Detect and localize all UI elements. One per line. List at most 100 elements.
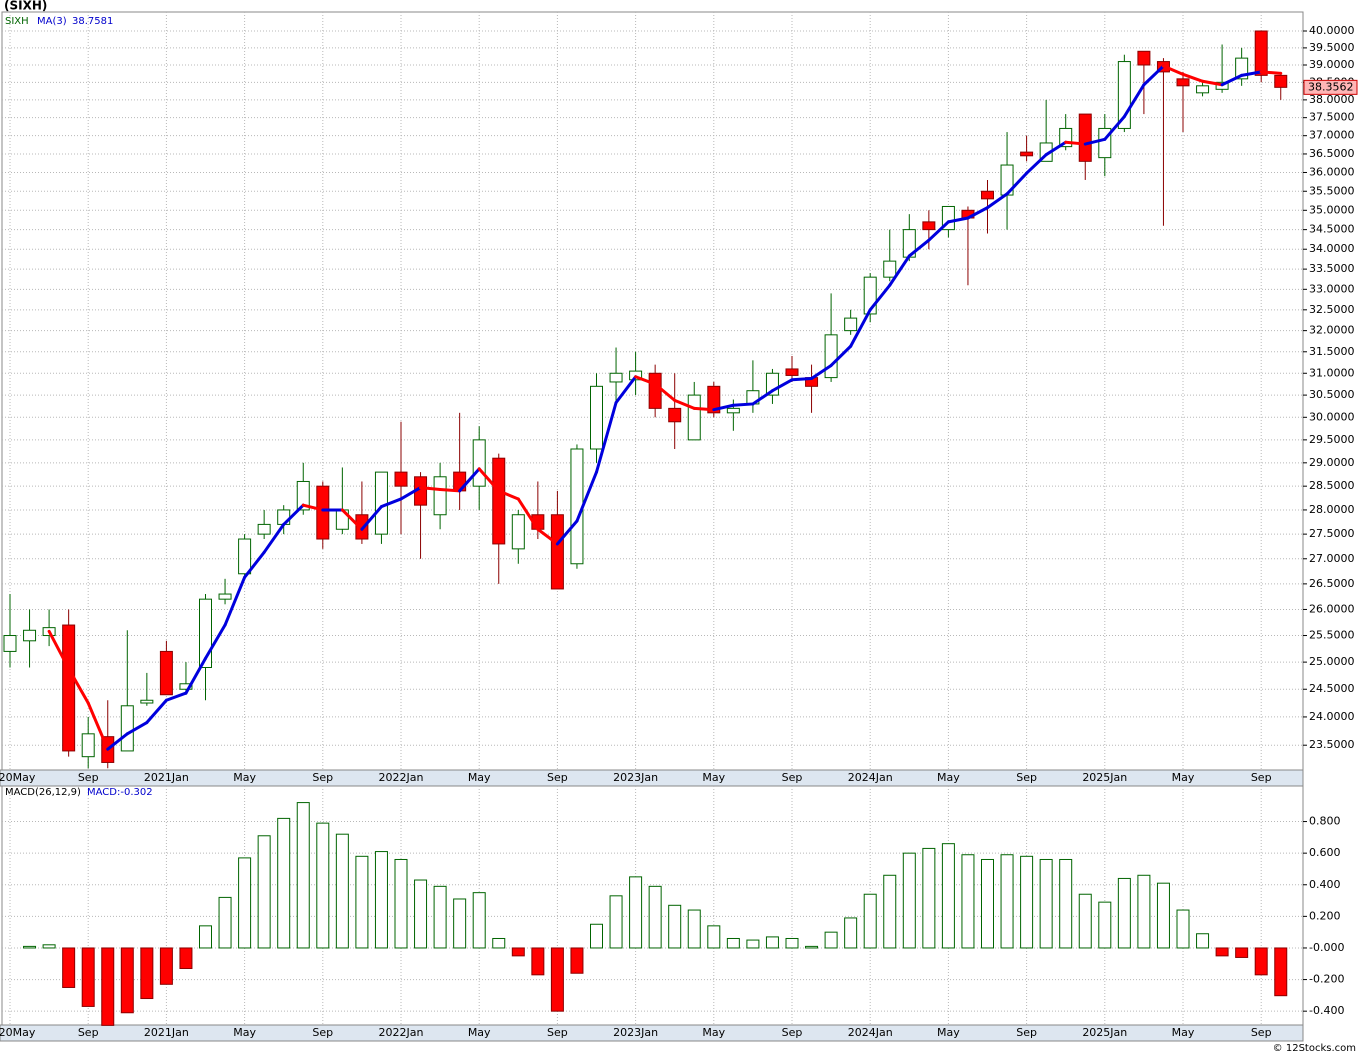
candle-body bbox=[23, 629, 37, 642]
x-tick-label: Sep bbox=[547, 1026, 568, 1039]
ma-segment bbox=[164, 691, 188, 702]
macd-bar bbox=[1235, 947, 1249, 958]
x-tick-label: 2025Jan bbox=[1082, 1026, 1127, 1039]
candle-body bbox=[3, 635, 17, 652]
y-tick-label: 35.5000 bbox=[1309, 184, 1355, 197]
y-tick-label: 33.5000 bbox=[1309, 262, 1355, 275]
ma-segment bbox=[751, 389, 774, 406]
candle-body bbox=[81, 733, 95, 758]
y-tick-label: 29.0000 bbox=[1309, 456, 1355, 469]
macd-bar bbox=[1078, 893, 1092, 949]
macd-bar bbox=[296, 802, 310, 949]
candle-body bbox=[179, 683, 193, 690]
candle-body bbox=[159, 650, 173, 696]
x-tick-label: Sep bbox=[78, 771, 99, 784]
candle-body bbox=[1254, 30, 1268, 76]
macd-bar bbox=[1274, 947, 1288, 997]
ma-segment bbox=[1259, 70, 1283, 75]
candle-body bbox=[140, 699, 154, 704]
ma-segment bbox=[399, 486, 423, 501]
macd-bar bbox=[531, 947, 545, 976]
candle-body bbox=[844, 317, 858, 332]
y-tick-label: 36.5000 bbox=[1309, 147, 1355, 160]
y-tick-label: 28.5000 bbox=[1309, 479, 1355, 492]
macd-bar bbox=[394, 858, 408, 949]
macd-bar bbox=[629, 876, 643, 949]
macd-bar bbox=[433, 885, 447, 949]
x-tick-label: Sep bbox=[547, 771, 568, 784]
macd-bar bbox=[941, 843, 955, 949]
x-tick-label: 2024Jan bbox=[848, 771, 893, 784]
x-tick-label: 2025Jan bbox=[1082, 771, 1127, 784]
y-tick-label: -0.400 bbox=[1309, 1004, 1344, 1017]
ma-segment bbox=[536, 527, 559, 546]
ma-segment bbox=[379, 497, 403, 509]
macd-bar bbox=[277, 817, 291, 949]
x-axis-strip bbox=[0, 1024, 1304, 1042]
candle-body bbox=[120, 705, 134, 752]
ma-segment bbox=[301, 503, 325, 512]
macd-bar bbox=[863, 893, 877, 949]
candle-body bbox=[62, 624, 76, 752]
macd-bar bbox=[414, 879, 428, 949]
macd-bar bbox=[1117, 877, 1131, 949]
ma-segment bbox=[1161, 64, 1185, 76]
x-tick-label: May bbox=[468, 771, 491, 784]
macd-bar bbox=[1000, 854, 1014, 949]
candle-body bbox=[550, 514, 564, 590]
ma-segment bbox=[438, 487, 462, 493]
ma-segment bbox=[1025, 153, 1048, 175]
ma-segment bbox=[223, 575, 247, 627]
ma-segment bbox=[595, 401, 618, 474]
macd-bar bbox=[1156, 882, 1170, 949]
y-tick-label: 27.5000 bbox=[1309, 527, 1355, 540]
plot-layer: 23.5000 24.0000 24.5000 25.0000 25.5000 26.00… bbox=[0, 12, 1358, 1039]
macd-bar bbox=[1020, 855, 1034, 949]
ma-segment bbox=[516, 497, 540, 531]
macd-bar bbox=[159, 947, 173, 985]
ma-segment bbox=[1005, 171, 1029, 196]
macd-bar bbox=[707, 925, 721, 949]
y-tick-label: 28.0000 bbox=[1309, 503, 1355, 516]
candle-body bbox=[1196, 85, 1210, 94]
candle-body bbox=[374, 471, 388, 535]
ma-segment bbox=[986, 192, 1009, 210]
macd-bar bbox=[120, 947, 134, 1014]
y-tick-label: 33.0000 bbox=[1309, 282, 1355, 295]
ma-segment bbox=[204, 623, 227, 660]
macd-bar bbox=[179, 947, 193, 970]
ma-segment bbox=[946, 216, 970, 224]
candle-body bbox=[609, 372, 623, 383]
ma-segment bbox=[1103, 115, 1126, 141]
x-tick-label: Sep bbox=[782, 1026, 803, 1039]
candle-body bbox=[824, 334, 838, 379]
x-tick-label: 2020May bbox=[0, 771, 36, 784]
ma-segment bbox=[849, 308, 872, 348]
ma-segment bbox=[731, 402, 755, 407]
y-tick-label: -0.000 bbox=[1309, 941, 1344, 954]
macd-title: MACD(26,12,9) bbox=[5, 787, 81, 798]
copyright: © 12Stocks.com bbox=[1273, 1043, 1356, 1054]
macd-bar bbox=[1254, 947, 1268, 976]
legend-ma-value: 38.7581 bbox=[72, 16, 113, 27]
x-tick-label: Sep bbox=[1251, 771, 1272, 784]
y-tick-label: 32.0000 bbox=[1309, 324, 1355, 337]
macd-bar bbox=[590, 923, 603, 949]
ma-segment bbox=[634, 375, 657, 386]
ma-segment bbox=[419, 486, 442, 491]
y-tick-label: 31.0000 bbox=[1309, 366, 1355, 379]
ma-segment bbox=[653, 382, 677, 402]
macd-label-prefix: MACD: bbox=[87, 787, 120, 798]
legend-symbol: SIXH bbox=[5, 16, 29, 27]
macd-bar bbox=[218, 896, 232, 949]
macd-bar bbox=[1176, 909, 1190, 949]
macd-bar bbox=[883, 874, 897, 949]
macd-bar bbox=[1137, 874, 1151, 949]
macd-bar bbox=[492, 937, 506, 949]
x-tick-label: Sep bbox=[782, 771, 803, 784]
macd-bar bbox=[140, 947, 154, 1000]
ma-segment bbox=[86, 701, 110, 751]
candle-body bbox=[394, 471, 408, 487]
